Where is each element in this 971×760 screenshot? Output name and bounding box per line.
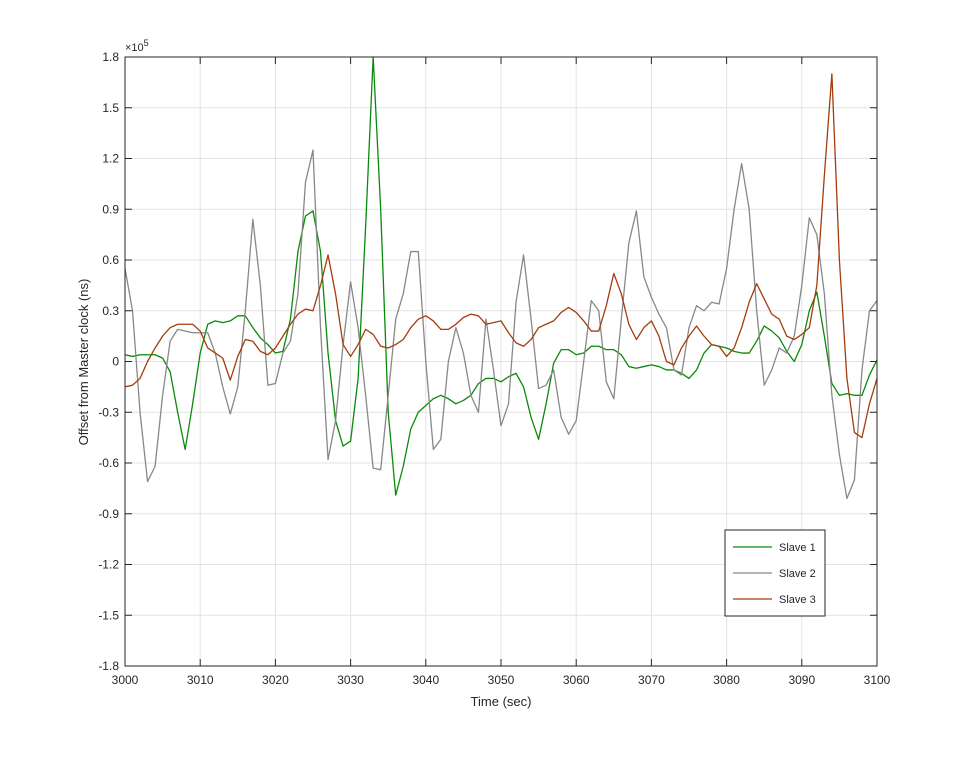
x-tick-label: 3060 xyxy=(563,673,590,687)
legend-label: Slave 2 xyxy=(779,568,816,580)
x-tick-label: 3070 xyxy=(638,673,665,687)
x-tick-label: 3050 xyxy=(488,673,515,687)
y-tick-label: 0.6 xyxy=(102,253,119,267)
y-tick-label: -0.3 xyxy=(98,405,119,419)
plot-frame xyxy=(124,56,878,667)
legend: Slave 1 Slave 2 Slave 3 xyxy=(724,529,826,617)
x-tick-label: 3030 xyxy=(337,673,364,687)
series-line xyxy=(124,73,878,439)
x-tick-label: 3020 xyxy=(262,673,289,687)
y-multiplier-base: ×10 xyxy=(125,42,144,54)
y-tick-label: 0.9 xyxy=(102,202,119,216)
x-tick-label: 3000 xyxy=(112,673,139,687)
y-tick-label: 1.8 xyxy=(102,50,119,64)
y-multiplier-exponent: 5 xyxy=(144,38,149,48)
y-tick-label: -0.6 xyxy=(98,456,119,470)
legend-label: Slave 1 xyxy=(779,542,816,554)
series-line xyxy=(124,149,878,500)
x-tick-label: 3040 xyxy=(412,673,439,687)
y-tick-label: 1.2 xyxy=(102,152,119,166)
y-tick-label: -1.2 xyxy=(98,558,119,572)
y-tick-label: 0 xyxy=(112,355,119,369)
y-tick-label: 0.3 xyxy=(102,304,119,318)
x-tick-label: 3080 xyxy=(713,673,740,687)
x-tick-label: 3100 xyxy=(864,673,891,687)
y-tick-label: -1.5 xyxy=(98,608,119,622)
y-tick-label: -0.9 xyxy=(98,507,119,521)
y-multiplier: ×105 xyxy=(125,38,149,54)
y-tick-label: -1.8 xyxy=(98,659,119,673)
x-tick-label: 3090 xyxy=(788,673,815,687)
x-tick-label: 3010 xyxy=(187,673,214,687)
x-axis-label: Time (sec) xyxy=(471,694,532,709)
series-line xyxy=(124,56,878,496)
y-axis-label: Offset from Master clock (ns) xyxy=(76,279,91,446)
y-tick-label: 1.5 xyxy=(102,101,119,115)
legend-label: Slave 3 xyxy=(779,594,816,606)
